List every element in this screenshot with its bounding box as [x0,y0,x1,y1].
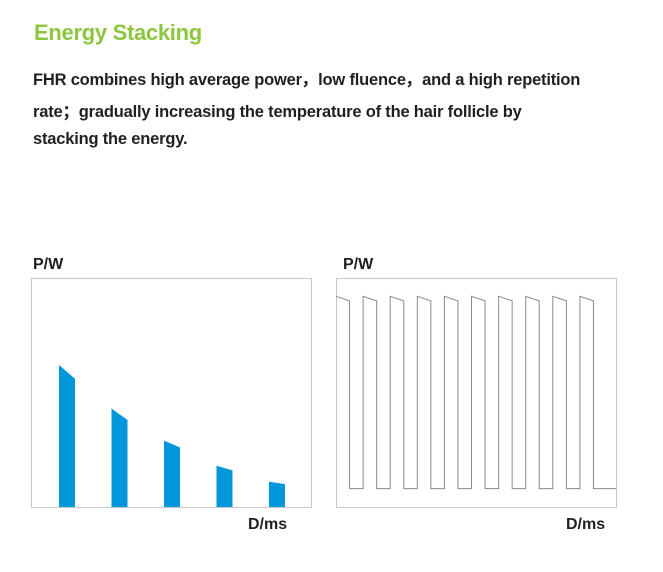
left-chart-ylabel: P/W [33,256,64,273]
left-chart-frame [31,278,312,508]
description-line-3: stacking the energy. [33,130,188,148]
right-chart-xlabel: D/ms [566,516,606,533]
left-chart-xlabel: D/ms [248,516,288,533]
pulse-train-line [335,295,616,490]
pulse-bar-4 [216,465,233,507]
description-line-2: rate；gradually increasing the temperatur… [33,103,522,121]
pulse-bar-1 [59,365,75,507]
description-line-1: FHR combines high average power，low flue… [33,71,581,89]
pulse-bar-2 [111,408,128,507]
right-chart-frame [336,278,617,508]
section-title: Energy Stacking [34,20,202,45]
right-chart-ylabel: P/W [343,256,374,273]
pulse-bar-3 [164,440,180,507]
pulse-bar-5 [269,481,285,507]
